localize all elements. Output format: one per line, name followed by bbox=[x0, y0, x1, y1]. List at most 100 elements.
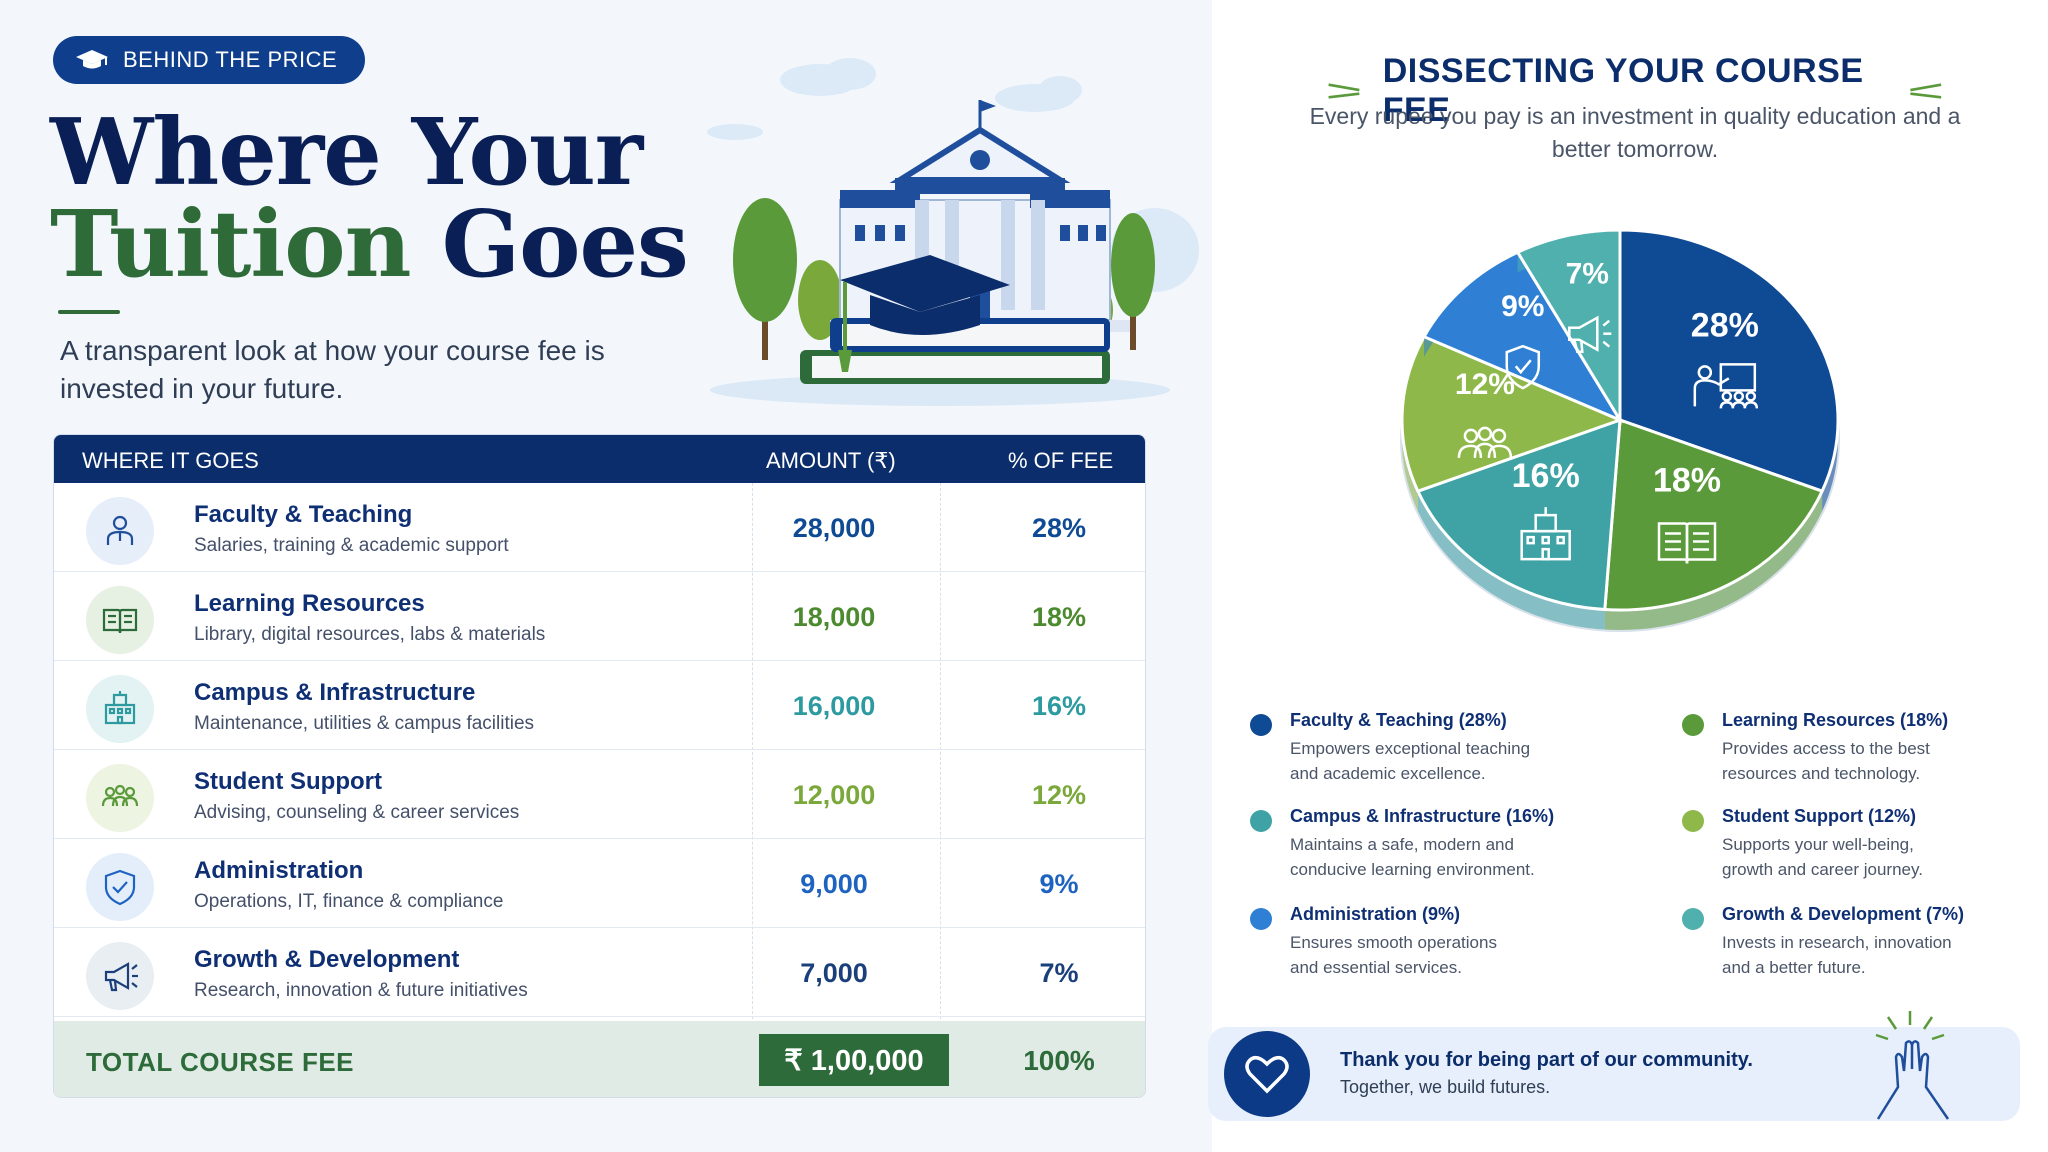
title-accent-word: Tuition bbox=[50, 190, 412, 298]
legend-dot bbox=[1250, 810, 1272, 832]
legend-title: Student Support (12%) bbox=[1722, 806, 1916, 826]
row-description: Research, innovation & future initiative… bbox=[194, 980, 528, 1001]
column-header-amount: AMOUNT (₹) bbox=[766, 448, 896, 473]
row-name: Administration bbox=[194, 857, 364, 884]
row-percent: 18% bbox=[1031, 602, 1087, 632]
row-name: Learning Resources bbox=[194, 590, 425, 617]
building-icon bbox=[86, 675, 154, 743]
title-underline bbox=[58, 310, 120, 314]
total-label: TOTAL COURSE FEE bbox=[86, 1047, 355, 1077]
chart-title: DISSECTING YOUR COURSE FEE bbox=[1325, 52, 1945, 130]
total-row: TOTAL COURSE FEE ₹ 1,00,000 100% bbox=[54, 1021, 1145, 1097]
total-percent: 100% bbox=[1023, 1045, 1095, 1076]
legend-dot bbox=[1250, 908, 1272, 930]
row-percent: 9% bbox=[1039, 869, 1079, 899]
total-amount: ₹ 1,00,000 bbox=[759, 1034, 949, 1086]
legend-desc-line: conducive learning environment. bbox=[1290, 860, 1535, 879]
column-divider bbox=[940, 483, 941, 1019]
row-amount: 7,000 bbox=[800, 958, 868, 988]
legend-desc-line: Supports your well-being, bbox=[1722, 835, 1914, 854]
table-row: Campus & Infrastructure Maintenance, uti… bbox=[54, 661, 1145, 750]
left-accent-icon bbox=[1328, 83, 1360, 99]
shield-icon bbox=[86, 853, 154, 921]
thanks-line1: Thank you for being part of our communit… bbox=[1340, 1049, 1753, 1071]
thanks-banner: Thank you for being part of our communit… bbox=[1208, 1011, 2020, 1121]
row-name: Student Support bbox=[194, 768, 382, 795]
legend-desc-line: Ensures smooth operations bbox=[1290, 933, 1497, 952]
legend-description: Provides access to the best resources and… bbox=[1722, 736, 2022, 786]
row-percent: 16% bbox=[1031, 691, 1087, 721]
high-five-icon bbox=[1875, 1011, 1950, 1120]
chart-subtitle: Every rupee you pay is an investment in … bbox=[1309, 103, 1961, 162]
shield-icon bbox=[1505, 344, 1541, 390]
table-header: WHERE IT GOES AMOUNT (₹) % OF FEE bbox=[54, 435, 1145, 483]
row-amount: 16,000 bbox=[792, 691, 876, 721]
pie-slice bbox=[1515, 228, 1622, 426]
row-amount: 28,000 bbox=[792, 513, 876, 543]
university-illustration bbox=[707, 58, 1199, 406]
pie-slice-label: 16% bbox=[1512, 457, 1580, 495]
title-rest-word: Goes bbox=[410, 190, 689, 298]
pie-slice-label: 9% bbox=[1501, 290, 1544, 323]
teacher-icon bbox=[1693, 363, 1759, 409]
legend-description: Maintains a safe, modern and conducive le… bbox=[1290, 832, 1590, 882]
pie-slice-label: 7% bbox=[1566, 258, 1609, 291]
legend-title: Faculty & Teaching (28%) bbox=[1290, 710, 1507, 730]
right-accent-icon bbox=[1910, 83, 1942, 99]
badge-label: BEHIND THE PRICE bbox=[123, 47, 338, 72]
legend-dot bbox=[1682, 908, 1704, 930]
pie-slice bbox=[1400, 334, 1625, 494]
page-subtitle: A transparent look at how your course fe… bbox=[60, 335, 605, 404]
legend-desc-line: and essential services. bbox=[1290, 958, 1462, 977]
legend-desc-line: Invests in research, innovation bbox=[1722, 933, 1952, 952]
pie-slice-label: 12% bbox=[1455, 368, 1515, 401]
table-row: Growth & Development Research, innovatio… bbox=[54, 928, 1145, 1017]
book-icon bbox=[86, 586, 154, 654]
row-amount: 9,000 bbox=[800, 869, 868, 899]
legend-description: Empowers exceptional teaching and academi… bbox=[1290, 736, 1590, 786]
legend-description: Ensures smooth operations and essential s… bbox=[1290, 930, 1590, 980]
legend-desc-line: Maintains a safe, modern and bbox=[1290, 835, 1514, 854]
building-icon bbox=[1520, 507, 1571, 561]
legend-title: Learning Resources (18%) bbox=[1722, 710, 1949, 730]
pie-slice bbox=[1618, 228, 1840, 494]
row-description: Maintenance, utilities & campus faciliti… bbox=[194, 713, 535, 734]
legend-description: Invests in research, innovation and a bet… bbox=[1722, 930, 2022, 980]
row-percent: 7% bbox=[1039, 958, 1079, 988]
table-row: Student Support Advising, counseling & c… bbox=[54, 750, 1145, 839]
megaphone-icon bbox=[86, 942, 154, 1010]
page-title-line2: Tuition Goes bbox=[50, 196, 689, 292]
column-header-where: WHERE IT GOES bbox=[82, 448, 259, 473]
legend-dot bbox=[1682, 810, 1704, 832]
book-icon bbox=[1657, 522, 1717, 564]
legend-desc-line: Empowers exceptional teaching bbox=[1290, 739, 1531, 758]
legend-title: Administration (9%) bbox=[1290, 904, 1461, 924]
graduation-cap-icon bbox=[76, 50, 108, 69]
group-icon bbox=[86, 764, 154, 832]
legend-title: Campus & Infrastructure (16%) bbox=[1290, 806, 1555, 826]
legend-desc-line: and a better future. bbox=[1722, 958, 1866, 977]
row-description: Operations, IT, finance & compliance bbox=[194, 891, 504, 912]
thanks-line2: Together, we build futures. bbox=[1340, 1077, 1551, 1097]
page-title-line1: Where Your bbox=[50, 98, 643, 206]
row-name: Faculty & Teaching bbox=[194, 501, 413, 528]
row-percent: 28% bbox=[1031, 513, 1087, 543]
table-row: Administration Operations, IT, finance &… bbox=[54, 839, 1145, 928]
pie-slice-side bbox=[1604, 491, 1823, 630]
pie-slice bbox=[1421, 250, 1624, 424]
column-header-percent: % OF FEE bbox=[1008, 448, 1114, 473]
legend-desc-line: growth and career journey. bbox=[1722, 860, 1923, 879]
legend-description: Supports your well-being, growth and care… bbox=[1722, 832, 2022, 882]
pie-slice bbox=[1415, 417, 1622, 612]
legend-dot bbox=[1682, 714, 1704, 736]
heart-icon bbox=[1224, 1031, 1310, 1117]
table-row: Faculty & Teaching Salaries, training & … bbox=[54, 483, 1145, 572]
fee-table: WHERE IT GOES AMOUNT (₹) % OF FEE Facult… bbox=[53, 434, 1146, 1098]
pie-slice-side bbox=[1417, 491, 1605, 630]
row-description: Library, digital resources, labs & mater… bbox=[194, 624, 546, 645]
megaphone-icon bbox=[1568, 315, 1612, 353]
column-divider bbox=[752, 483, 753, 1019]
pie-slice bbox=[1603, 417, 1825, 612]
row-percent: 12% bbox=[1031, 780, 1087, 810]
legend-title: Growth & Development (7%) bbox=[1722, 904, 1965, 924]
